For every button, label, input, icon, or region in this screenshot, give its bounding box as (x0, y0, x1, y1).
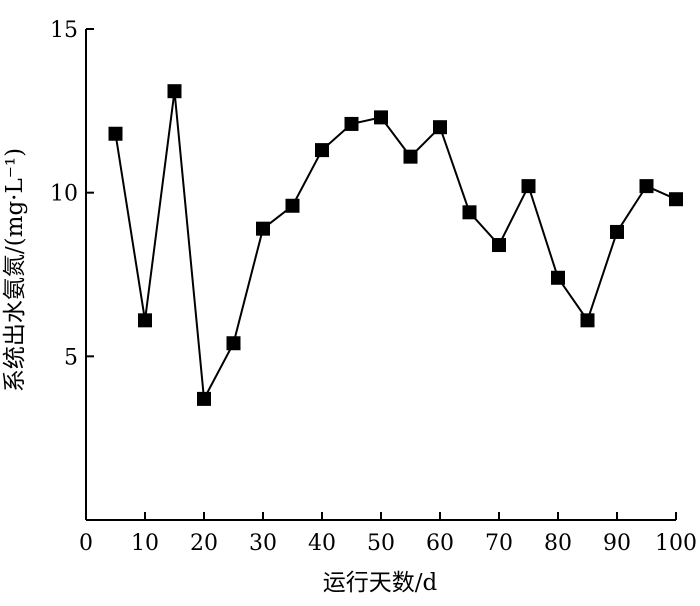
data-point (108, 126, 123, 141)
data-point (669, 192, 683, 207)
data-point (433, 120, 447, 135)
data-point (344, 116, 359, 131)
data-point (580, 313, 595, 328)
data-point (639, 179, 654, 194)
x-tick-label: 60 (426, 531, 454, 556)
x-tick-label: 30 (249, 531, 277, 556)
data-point (285, 198, 300, 213)
data-point (521, 179, 536, 194)
data-point (462, 205, 477, 220)
data-point (167, 84, 182, 99)
data-point (551, 270, 565, 285)
x-tick-label: 20 (190, 531, 218, 556)
y-axis-title: 系统出水氨氮/(mg·L⁻¹) (2, 148, 28, 392)
x-tick-label: 0 (79, 531, 93, 556)
data-point (403, 149, 418, 164)
axes (85, 28, 677, 521)
x-tick-label: 90 (603, 531, 631, 556)
x-tick-label: 10 (131, 531, 159, 556)
x-tick-label: 40 (308, 531, 336, 556)
data-point (138, 313, 152, 328)
data-point (315, 143, 329, 158)
y-tick-label: 5 (64, 345, 78, 370)
data-point (374, 110, 388, 125)
x-axis-title: 运行天数/d (323, 570, 438, 596)
x-tick-label: 70 (485, 531, 513, 556)
tick-labels: 0 10 20 30 40 50 60 70 80 90 100 5 10 15 (50, 18, 697, 556)
x-tick-label: 80 (544, 531, 572, 556)
data-point (226, 336, 241, 351)
data-point (610, 224, 624, 239)
y-tick-label: 15 (50, 18, 78, 43)
series-layer (108, 84, 683, 406)
y-tick-label: 10 (50, 182, 78, 207)
data-point (197, 391, 211, 406)
x-tick-label: 100 (655, 531, 697, 556)
data-point (256, 221, 270, 236)
series-line (114, 91, 677, 403)
data-point (492, 238, 506, 253)
x-tick-label: 50 (367, 531, 395, 556)
